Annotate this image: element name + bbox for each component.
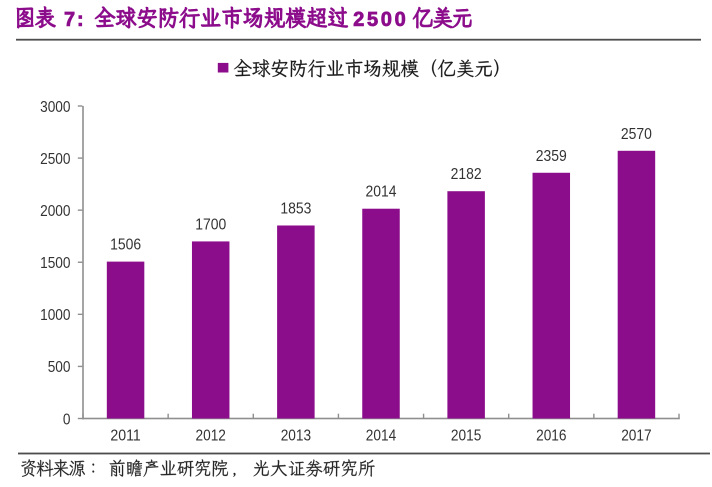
svg-text:2000: 2000 — [40, 203, 70, 220]
svg-text:3000: 3000 — [40, 99, 70, 116]
svg-text:1500: 1500 — [40, 255, 70, 272]
svg-text:2015: 2015 — [451, 427, 481, 444]
svg-text:500: 500 — [48, 359, 71, 376]
svg-text:2017: 2017 — [621, 427, 651, 444]
svg-text:2359: 2359 — [536, 148, 567, 165]
svg-text:2011: 2011 — [110, 427, 140, 444]
svg-text:2016: 2016 — [536, 427, 566, 444]
svg-text:2014: 2014 — [366, 427, 396, 444]
svg-text:2182: 2182 — [451, 166, 482, 183]
svg-text:2012: 2012 — [196, 427, 226, 444]
svg-text:1853: 1853 — [280, 201, 311, 218]
svg-text:0: 0 — [63, 411, 71, 428]
svg-text:2014: 2014 — [366, 184, 397, 201]
svg-text:1506: 1506 — [110, 237, 141, 254]
svg-text:2500: 2500 — [40, 151, 70, 168]
svg-text:2013: 2013 — [281, 427, 311, 444]
svg-text:1000: 1000 — [40, 307, 70, 324]
svg-text:2570: 2570 — [621, 126, 652, 143]
svg-text:1700: 1700 — [195, 216, 226, 233]
